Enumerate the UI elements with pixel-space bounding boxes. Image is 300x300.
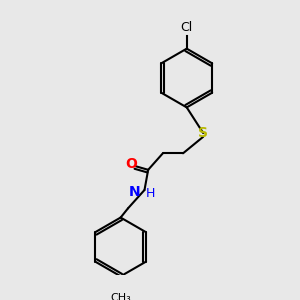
Text: O: O: [126, 157, 138, 171]
Text: S: S: [198, 126, 208, 140]
Text: N: N: [129, 185, 141, 199]
Text: H: H: [145, 187, 155, 200]
Text: Cl: Cl: [181, 21, 193, 34]
Text: CH₃: CH₃: [110, 293, 131, 300]
